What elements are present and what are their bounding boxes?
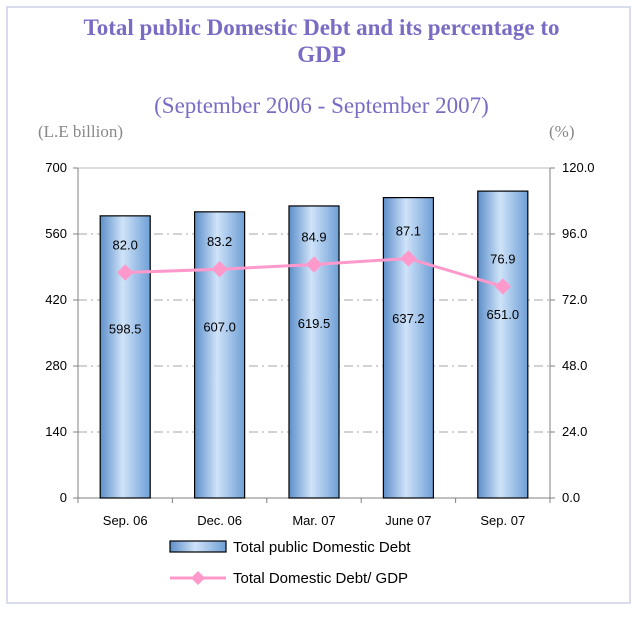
line-value-label: 83.2 bbox=[207, 234, 232, 249]
right-axis-tick-label: 72.0 bbox=[562, 292, 587, 307]
bar-value-label: 607.0 bbox=[203, 319, 236, 334]
left-axis-tick-label: 700 bbox=[45, 160, 67, 175]
right-axis-tick-label: 120.0 bbox=[562, 160, 595, 175]
right-axis-tick-label: 24.0 bbox=[562, 424, 587, 439]
line-value-label: 84.9 bbox=[301, 230, 326, 245]
left-axis-tick-label: 280 bbox=[45, 358, 67, 373]
legend-bar-label: Total public Domestic Debt bbox=[233, 539, 411, 556]
right-axis-tick-label: 48.0 bbox=[562, 358, 587, 373]
legend-bar-swatch bbox=[170, 541, 226, 552]
left-axis-tick-label: 420 bbox=[45, 292, 67, 307]
bar-1 bbox=[100, 216, 150, 498]
line-value-label: 82.0 bbox=[113, 238, 138, 253]
left-axis-tick-label: 0 bbox=[60, 490, 67, 505]
bar-5 bbox=[478, 191, 528, 498]
x-axis-tick-label: Mar. 07 bbox=[292, 513, 335, 528]
bar-4 bbox=[383, 198, 433, 498]
bar-3 bbox=[289, 206, 339, 498]
legend-line-marker bbox=[191, 571, 205, 585]
legend-line-label: Total Domestic Debt/ GDP bbox=[233, 570, 408, 587]
x-axis-tick-label: Sep. 07 bbox=[480, 513, 525, 528]
bar-value-label: 619.5 bbox=[298, 316, 331, 331]
x-axis-tick-label: Sep. 06 bbox=[103, 513, 148, 528]
x-axis-tick-label: Dec. 06 bbox=[197, 513, 242, 528]
line-value-label: 76.9 bbox=[490, 252, 515, 267]
bar-value-label: 651.0 bbox=[487, 307, 520, 322]
left-axis-tick-label: 560 bbox=[45, 226, 67, 241]
right-axis-tick-label: 0.0 bbox=[562, 490, 580, 505]
right-axis-tick-label: 96.0 bbox=[562, 226, 587, 241]
bar-value-label: 637.2 bbox=[392, 311, 425, 326]
bar-value-label: 598.5 bbox=[109, 322, 142, 337]
bar-2 bbox=[195, 212, 245, 498]
left-axis-tick-label: 140 bbox=[45, 424, 67, 439]
x-axis-tick-label: June 07 bbox=[385, 513, 431, 528]
line-value-label: 87.1 bbox=[396, 223, 421, 238]
legend: Total public Domestic Debt Total Domestic… bbox=[170, 539, 411, 587]
